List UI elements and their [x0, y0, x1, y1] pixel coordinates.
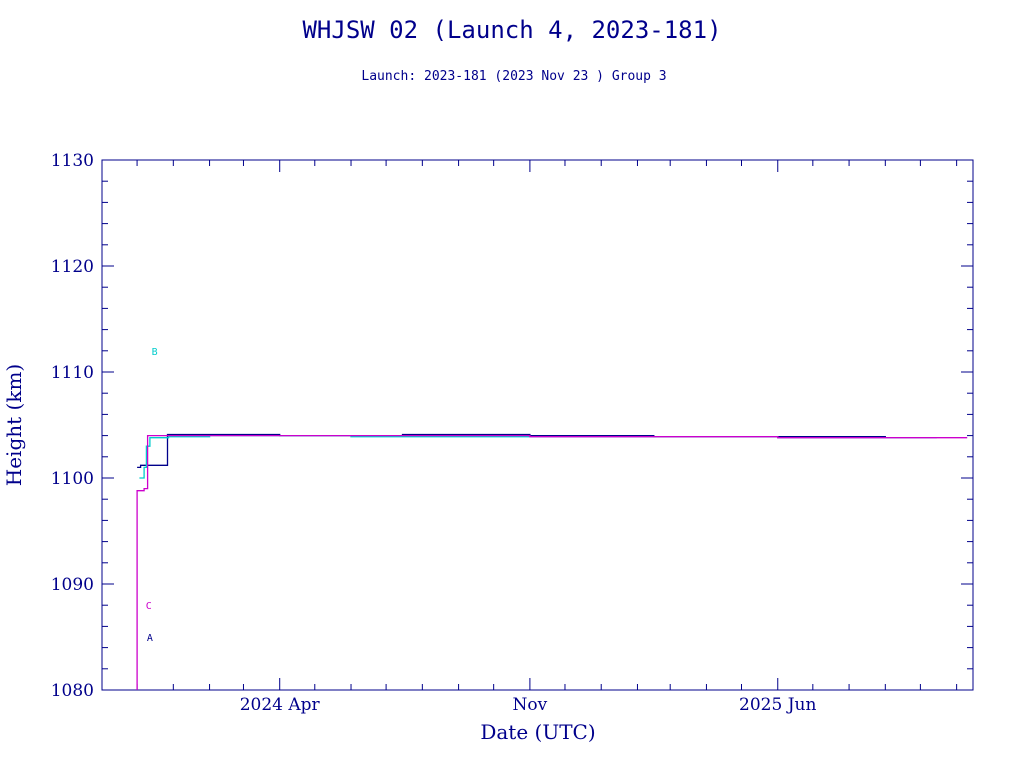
x-tick-label: 2025 Jun: [739, 695, 816, 715]
y-tick-label: 1120: [51, 257, 94, 277]
y-tick-label: 1090: [51, 575, 94, 595]
y-tick-label: 1110: [51, 363, 94, 383]
series-a-line: [137, 433, 886, 469]
y-tick-label: 1080: [51, 681, 94, 701]
axis-ticks: [101, 159, 973, 691]
y-axis-label: Height (km): [2, 364, 26, 486]
series-a-label: A: [147, 633, 153, 644]
chart-title: WHJSW 02 (Launch 4, 2023-181): [302, 16, 721, 44]
x-tick-labels: 2024 Apr Nov 2025 Jun: [240, 695, 817, 715]
series-c-label: C: [146, 601, 152, 612]
series-lines: [136, 433, 968, 690]
y-tick-label: 1130: [51, 151, 94, 171]
x-axis-label: Date (UTC): [480, 720, 595, 744]
plot-frame: [101, 159, 974, 691]
series-labels: A B C: [146, 347, 158, 644]
y-tick-labels: 1080 1090 1100 1110 1120 1130: [51, 151, 94, 701]
series-b-label: B: [152, 347, 158, 358]
series-b-line: [139, 434, 937, 479]
series-c-line: [136, 434, 968, 690]
y-tick-label: 1100: [51, 469, 94, 489]
x-tick-label: Nov: [513, 695, 548, 715]
chart-subtitle: Launch: 2023-181 (2023 Nov 23 ) Group 3: [361, 69, 666, 84]
x-tick-label: 2024 Apr: [240, 695, 321, 715]
